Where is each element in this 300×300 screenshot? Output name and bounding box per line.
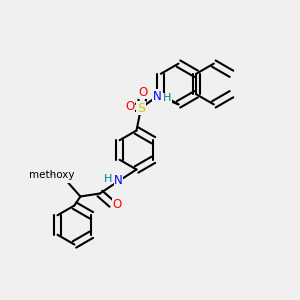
Text: N: N: [152, 89, 161, 103]
Text: H: H: [104, 173, 112, 184]
Text: methoxy: methoxy: [29, 170, 75, 181]
Text: O: O: [61, 169, 70, 182]
Text: S: S: [137, 101, 145, 115]
Text: O: O: [125, 100, 134, 113]
Text: O: O: [139, 86, 148, 99]
Text: H: H: [163, 93, 171, 103]
Text: methoxy: methoxy: [50, 174, 56, 175]
Text: N: N: [114, 173, 123, 187]
Text: O: O: [113, 197, 122, 211]
